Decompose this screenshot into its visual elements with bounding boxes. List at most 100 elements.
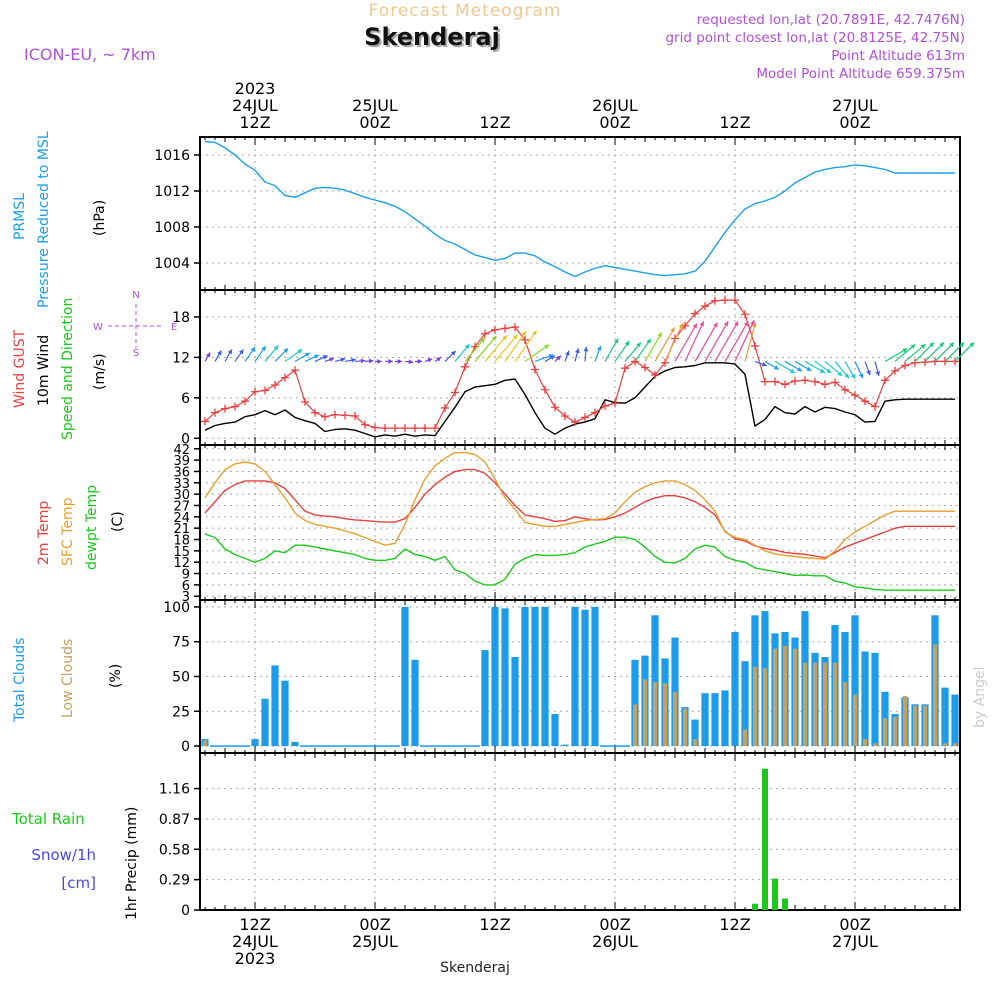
wind-direction-arrow	[474, 335, 497, 362]
y-tick-label: 18	[172, 310, 190, 326]
time-label-top: 25JUL	[352, 96, 398, 115]
wind-arrow-head	[773, 365, 779, 370]
wind-arrow-head	[806, 366, 812, 371]
wind-gust-marker	[231, 402, 239, 411]
wind-gust-marker	[951, 357, 959, 366]
wind-arrow-head	[408, 359, 414, 365]
wind-arrow-head	[491, 335, 497, 341]
wind-gust-marker	[891, 366, 899, 375]
low-clouds-bar	[803, 662, 807, 747]
y-tick-label: 0.29	[159, 873, 190, 889]
total-clouds-bar	[551, 714, 559, 747]
wind-arrow-head	[377, 359, 382, 364]
low-clouds-bar	[653, 682, 657, 747]
wind-gust-marker	[391, 424, 399, 433]
total-clouds-label: Total Clouds	[12, 638, 28, 723]
wind-gust-marker	[441, 403, 449, 412]
wind-gust-marker	[811, 377, 819, 386]
wind-arrow-head	[368, 358, 374, 364]
total-clouds-bar	[651, 615, 659, 747]
wind-gust-marker	[711, 296, 719, 305]
wind-direction-arrow	[954, 342, 975, 362]
wind-arrow-head	[417, 359, 423, 364]
y-tick-label: 12	[172, 350, 190, 366]
total-clouds-bar	[861, 651, 869, 747]
wind-gust-marker	[511, 323, 519, 332]
wind-gust-marker	[211, 408, 219, 417]
wind-gust-marker	[491, 325, 499, 334]
wind-gust-marker	[861, 397, 869, 406]
y-tick-label: 1.16	[159, 782, 190, 798]
wind-arrow-head	[549, 355, 555, 361]
wind-gust-marker	[311, 408, 319, 417]
wind-arrow-head	[340, 357, 346, 363]
wind-direction-arrow	[494, 334, 518, 362]
wind-arrow-head	[624, 340, 630, 346]
low-clouds-bar	[853, 694, 857, 747]
wind-gust-marker	[421, 424, 429, 433]
wind-gust-marker	[341, 411, 349, 420]
wind-gust-marker	[321, 412, 329, 421]
temperature-line-2	[204, 451, 955, 560]
wind-arrow-head	[959, 342, 965, 348]
time-label-top: 00Z	[359, 113, 390, 132]
wind-gust-marker	[741, 310, 749, 319]
pressure-line	[204, 140, 955, 278]
wind-arrow-head	[670, 327, 675, 333]
wind-gust-marker	[241, 397, 249, 406]
wind-arrow-head	[761, 361, 767, 367]
wind-gust-line	[204, 299, 955, 429]
wind-gust-marker	[851, 391, 859, 400]
wind-arrow-head	[521, 331, 527, 337]
time-label-top: 00Z	[839, 113, 870, 132]
rain-bar	[782, 898, 788, 910]
low-clouds-bar	[743, 729, 747, 747]
wind-gust-marker	[801, 376, 809, 385]
wind-arrow-head	[858, 373, 864, 379]
y-tick-label: 0	[181, 903, 190, 919]
total-clouds-bar	[521, 606, 529, 747]
low-clouds-bar	[763, 668, 767, 747]
faded-title: Forecast Meteogram	[369, 1, 562, 21]
time-label-bottom: 26JUL	[592, 932, 638, 951]
total-clouds-bar	[251, 739, 259, 747]
low-clouds-bar	[663, 683, 667, 747]
y-tick-label: 36	[173, 465, 190, 480]
wind-gust-marker	[701, 302, 709, 311]
time-label-bottom: 00Z	[839, 915, 870, 934]
total-clouds-bar	[401, 606, 409, 747]
total-clouds-bar	[721, 690, 729, 747]
total-clouds-bar	[561, 744, 569, 747]
wind-gust-marker	[641, 363, 649, 372]
wind-arrow-head	[819, 368, 825, 373]
wind-arrow-head	[636, 342, 641, 348]
low-clouds-bar	[943, 743, 947, 747]
wind-gust-marker	[571, 418, 579, 427]
y-tick-label: 3	[182, 590, 190, 605]
wind-direction-arrow	[464, 337, 486, 362]
wind-arrow-head	[304, 352, 310, 358]
total-clouds-bar	[941, 687, 949, 747]
wind-gust-marker	[781, 380, 789, 389]
rain-bar	[772, 878, 778, 910]
wind-10m-label: 10m Wind	[36, 335, 52, 406]
y-tick-label: 21	[173, 522, 190, 537]
total-clouds-bar	[261, 698, 269, 747]
snow-label: Snow/1h	[31, 846, 96, 864]
wind-arrow-head	[583, 346, 589, 352]
wind-arrow-head	[397, 359, 403, 364]
y-tick-label: 30	[173, 488, 190, 503]
time-label-bottom: 00Z	[599, 915, 630, 934]
total-clouds-bar	[871, 652, 879, 747]
total-clouds-bar	[411, 659, 419, 747]
low-clouds-label: Low Clouds	[60, 639, 76, 718]
wind-gust-marker	[221, 404, 229, 413]
wind-arrow-head	[250, 347, 256, 353]
wind-arrow-head	[910, 344, 916, 350]
wind-arrow-head	[512, 334, 518, 340]
low-clouds-bar	[873, 743, 877, 747]
y-tick-label: 25	[172, 704, 190, 720]
low-clouds-bar	[633, 704, 637, 747]
wind-gust-marker	[531, 365, 539, 374]
